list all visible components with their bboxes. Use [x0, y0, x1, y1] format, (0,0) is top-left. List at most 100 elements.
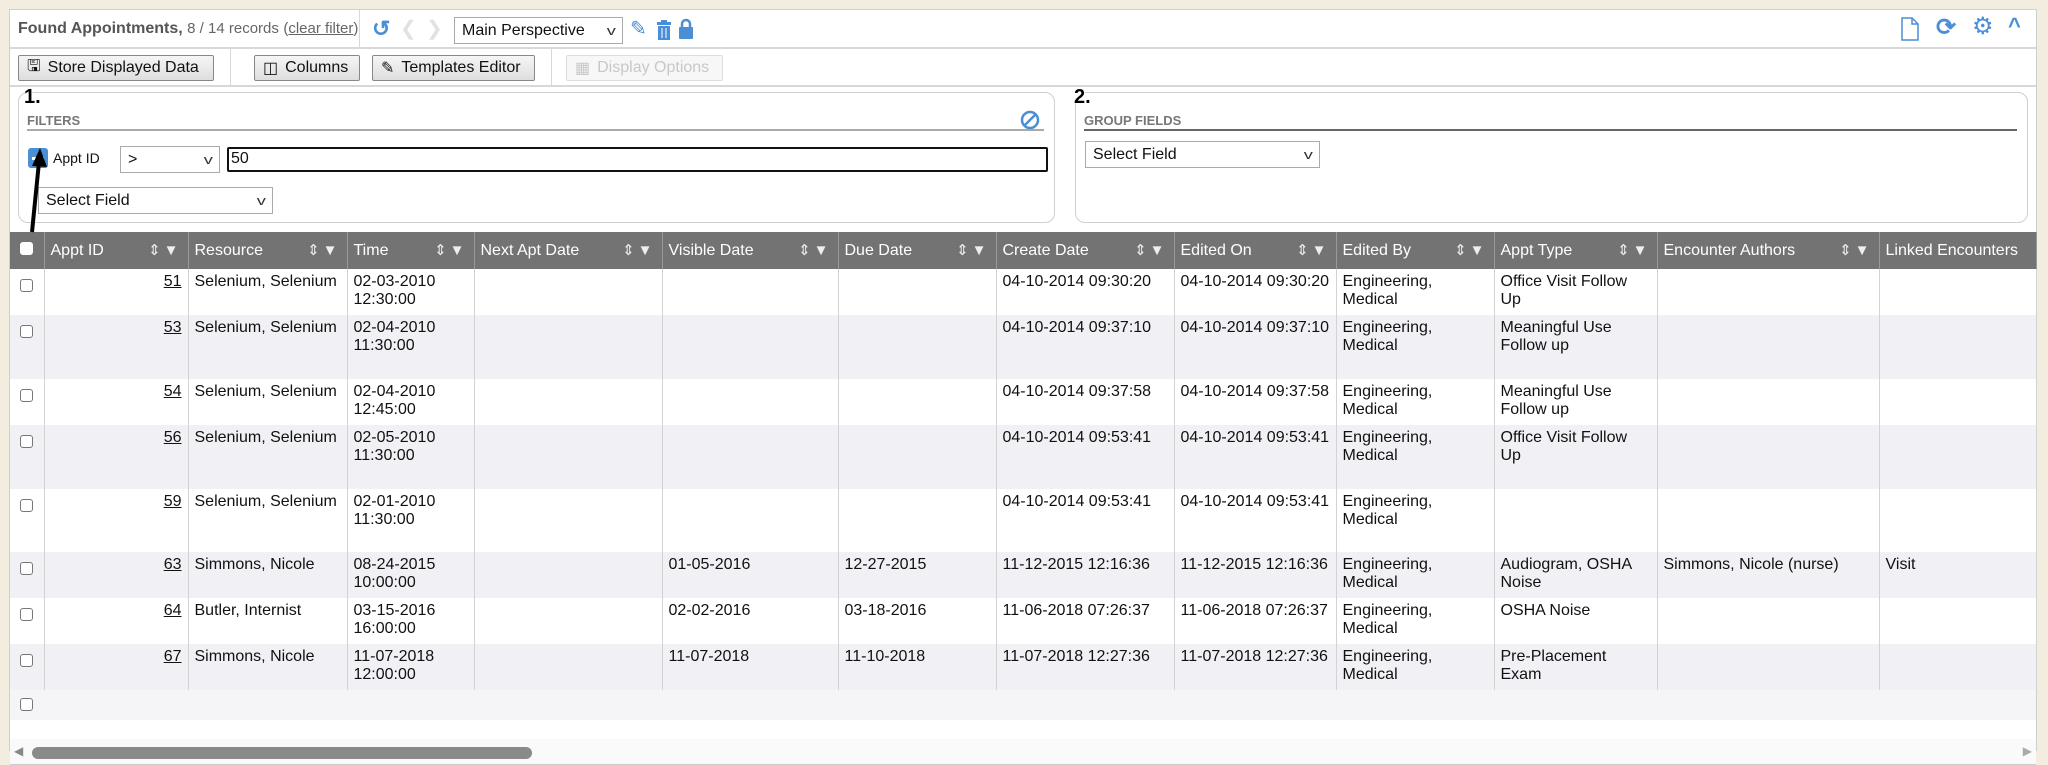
group-select-field[interactable]: Select Field v — [1085, 141, 1320, 168]
column-header[interactable]: Time ⇕▼ — [347, 232, 475, 269]
column-header[interactable]: Encounter Authors ⇕▼ — [1657, 232, 1880, 269]
column-header[interactable]: Appt Type ⇕▼ — [1494, 232, 1658, 269]
paren-open: ( — [283, 20, 289, 37]
sort-filter-icon[interactable]: ⇕▼ — [956, 242, 990, 259]
select-all-checkbox[interactable] — [10, 232, 45, 269]
store-displayed-data-button[interactable]: 🖫 Store Displayed Data — [18, 55, 214, 81]
table-cell: 04-10-2014 09:30:20 — [1174, 269, 1337, 315]
horizontal-scrollbar[interactable]: ◀ ▶ — [10, 739, 2036, 765]
appt-id-link[interactable]: 64 — [163, 602, 182, 619]
filter-operator-select[interactable]: > v — [120, 146, 220, 173]
scrollbar-thumb[interactable] — [32, 747, 532, 759]
perspective-select[interactable]: Main Perspective v — [454, 17, 623, 44]
sort-filter-icon[interactable]: ⇕▼ — [307, 242, 341, 259]
sort-filter-icon[interactable]: ⇕▼ — [622, 242, 656, 259]
table-cell: 04-10-2014 09:37:10 — [996, 315, 1175, 379]
templates-editor-button[interactable]: ✎ Templates Editor — [372, 55, 535, 81]
table-cell — [838, 315, 997, 379]
appt-id-link[interactable]: 56 — [163, 429, 182, 446]
sort-filter-icon[interactable]: ⇕▼ — [434, 242, 468, 259]
filter-value-input[interactable]: 50 — [227, 147, 1048, 172]
column-header[interactable]: Next Apt Date ⇕▼ — [474, 232, 663, 269]
table-row[interactable]: 63 Simmons, Nicole 08-24-2015 10:00:00 01-0… — [10, 552, 2037, 598]
appointments-table: Appt ID ⇕▼ Resource ⇕▼ Time ⇕▼ Next Apt Date ⇕▼… — [10, 232, 2037, 720]
column-header[interactable]: Due Date ⇕▼ — [838, 232, 997, 269]
appt-id-link[interactable]: 51 — [163, 273, 182, 290]
scroll-left-icon[interactable]: ◀ — [14, 744, 24, 758]
column-header[interactable]: Create Date ⇕▼ — [996, 232, 1175, 269]
title-bar: Found Appointments, 8 / 14 records (clea… — [10, 10, 2036, 49]
table-cell — [1494, 489, 1658, 552]
clear-filters-icon[interactable] — [1020, 110, 1040, 130]
filters-title: FILTERS — [27, 113, 81, 128]
appt-id-link[interactable]: 59 — [163, 493, 182, 510]
row-checkbox[interactable] — [20, 279, 33, 292]
table-cell: Pre-Placement Exam — [1494, 644, 1658, 690]
trash-icon[interactable] — [656, 20, 672, 40]
row-checkbox[interactable] — [20, 325, 33, 338]
column-header[interactable]: Visible Date ⇕▼ — [662, 232, 839, 269]
undo-icon[interactable]: ↺ — [372, 16, 391, 41]
columns-button[interactable]: ◫ Columns — [254, 55, 360, 81]
table-row[interactable]: 53 Selenium, Selenium 02-04-2010 11:30:00 0… — [10, 315, 2037, 379]
pencil-icon[interactable]: ✎ — [630, 18, 647, 40]
sort-filter-icon[interactable]: ⇕▼ — [1454, 242, 1488, 259]
sort-filter-icon[interactable]: ⇕▼ — [798, 242, 832, 259]
column-header-label: Next Apt Date — [480, 241, 580, 259]
sort-filter-icon[interactable]: ⇕▼ — [1617, 242, 1651, 259]
table-row[interactable]: 59 Selenium, Selenium 02-01-2010 11:30:00 0… — [10, 489, 2037, 552]
column-header[interactable]: Linked Encounters — [1879, 232, 2037, 269]
row-checkbox[interactable] — [20, 562, 33, 575]
remove-filter-icon[interactable] — [28, 148, 48, 168]
table-cell — [1657, 379, 1880, 425]
column-header[interactable]: Edited On ⇕▼ — [1174, 232, 1337, 269]
row-checkbox[interactable] — [20, 608, 33, 621]
new-document-icon[interactable] — [1900, 17, 1920, 41]
column-header[interactable]: Resource ⇕▼ — [188, 232, 348, 269]
table-row[interactable]: 56 Selenium, Selenium 02-05-2010 11:30:00 0… — [10, 425, 2037, 489]
refresh-icon[interactable]: ⟳ — [1936, 14, 1957, 41]
collapse-icon[interactable]: ^ — [2008, 13, 2021, 38]
lock-icon[interactable] — [678, 18, 694, 40]
table-cell: 11-07-2018 12:27:36 — [996, 644, 1175, 690]
row-checkbox[interactable] — [20, 654, 33, 667]
table-cell: Engineering, Medical — [1336, 489, 1495, 552]
table-row[interactable]: 67 Simmons, Nicole 11-07-2018 12:00:00 11-0… — [10, 644, 2037, 690]
filter-select-field[interactable]: Select Field v — [38, 187, 273, 214]
table-row[interactable]: 51 Selenium, Selenium 02-03-2010 12:30:00 0… — [10, 269, 2037, 315]
operator-value: > — [128, 150, 138, 168]
table-cell — [474, 269, 663, 315]
appt-id-link[interactable]: 53 — [163, 319, 182, 336]
sort-filter-icon[interactable]: ⇕▼ — [1134, 242, 1168, 259]
column-header-label: Visible Date — [668, 241, 754, 259]
row-checkbox[interactable] — [20, 499, 33, 512]
chevron-down-icon: v — [203, 152, 213, 167]
table-cell: Simmons, Nicole — [188, 552, 348, 598]
table-row[interactable]: 64 Butler, Internist 03-15-2016 16:00:00 02… — [10, 598, 2037, 644]
sort-filter-icon[interactable]: ⇕▼ — [148, 242, 182, 259]
table-cell: 11-07-2018 12:27:36 — [1174, 644, 1337, 690]
scroll-right-icon[interactable]: ▶ — [2022, 744, 2032, 758]
row-checkbox[interactable] — [20, 698, 33, 711]
save-icon: 🖫 — [27, 57, 41, 75]
forward-icon[interactable]: ❯ — [426, 18, 443, 40]
back-icon[interactable]: ❮ — [400, 18, 417, 40]
clear-filter-link[interactable]: clear filter — [288, 20, 354, 37]
column-header[interactable]: Edited By ⇕▼ — [1336, 232, 1495, 269]
appt-id-link[interactable]: 63 — [163, 556, 182, 573]
row-checkbox[interactable] — [20, 435, 33, 448]
row-checkbox[interactable] — [20, 389, 33, 402]
table-cell: 64 — [44, 598, 189, 644]
table-cell: 01-05-2016 — [662, 552, 839, 598]
sort-filter-icon[interactable]: ⇕▼ — [1839, 242, 1873, 259]
gear-icon[interactable]: ⚙ — [1972, 13, 1994, 40]
display-options-button[interactable]: ▦ Display Options — [566, 55, 723, 81]
table-cell: Audiogram, OSHA Noise — [1494, 552, 1658, 598]
table-cell — [1879, 489, 2037, 552]
table-cell — [1879, 425, 2037, 489]
column-header[interactable]: Appt ID ⇕▼ — [44, 232, 189, 269]
table-row[interactable]: 54 Selenium, Selenium 02-04-2010 12:45:00 0… — [10, 379, 2037, 425]
appt-id-link[interactable]: 54 — [163, 383, 182, 400]
sort-filter-icon[interactable]: ⇕▼ — [1296, 242, 1330, 259]
appt-id-link[interactable]: 67 — [163, 648, 182, 665]
